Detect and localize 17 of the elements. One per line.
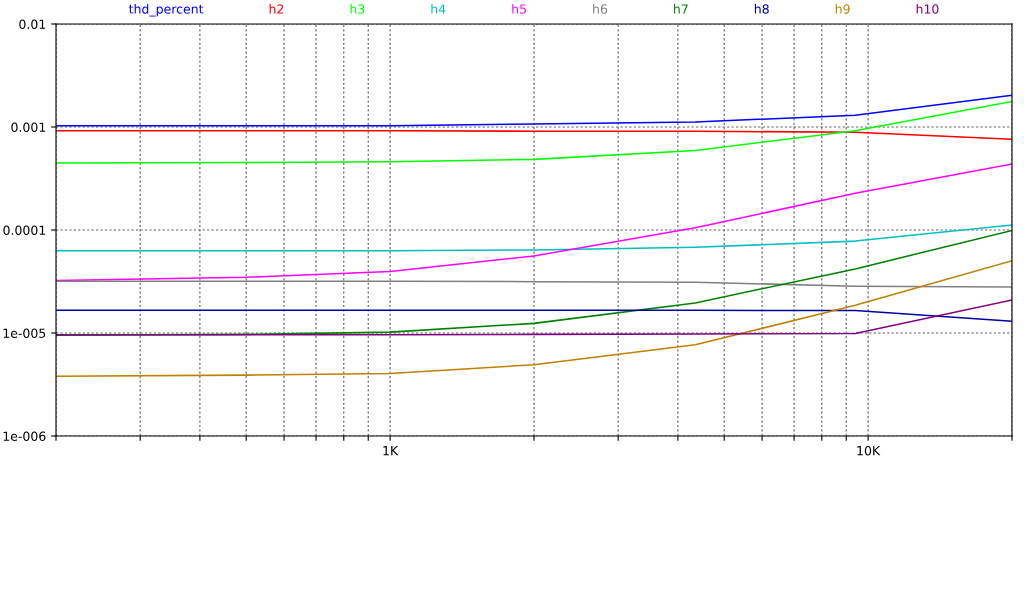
y-tick-label: 0.001 [11, 122, 46, 132]
text: thd_percent [128, 4, 204, 17]
text: h3 [350, 4, 365, 14]
text: h5 [512, 4, 526, 14]
text: h4 [431, 4, 446, 14]
text: h2 [269, 4, 284, 14]
y-tick-label: 1e-005 [3, 328, 46, 338]
text: h8 [754, 4, 769, 14]
text: h10 [916, 4, 939, 14]
text: h6 [593, 4, 608, 14]
y-tick-label: 0.01 [19, 19, 46, 29]
x-tick-label: 1K [383, 446, 399, 456]
text: h9 [835, 4, 850, 14]
y-tick-label: 0.0001 [3, 225, 46, 235]
text: h7 [674, 4, 688, 14]
y-tick-label: 1e-006 [3, 431, 46, 441]
x-tick-label: 10K [857, 445, 881, 456]
